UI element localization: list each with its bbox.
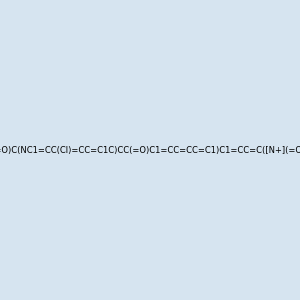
Text: O=C(COC(=O)C(NC1=CC(Cl)=CC=C1C)CC(=O)C1=CC=CC=C1)C1=CC=C([N+](=O)[O-])C=C1: O=C(COC(=O)C(NC1=CC(Cl)=CC=C1C)CC(=O)C1=… <box>0 146 300 154</box>
